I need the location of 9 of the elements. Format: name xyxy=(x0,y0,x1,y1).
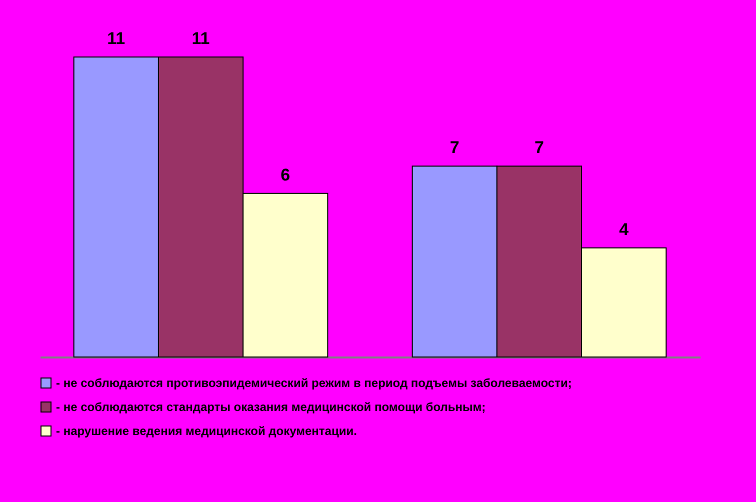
legend-label: - не соблюдаются противоэпидемический режим в период подъемы заболеваемости; xyxy=(56,376,572,390)
data-label: 11 xyxy=(107,29,126,48)
data-label: 4 xyxy=(619,220,630,239)
legend-label: - не соблюдаются стандарты оказания медицинской помощи больным; xyxy=(56,400,486,414)
data-label: 7 xyxy=(450,138,460,158)
legend-label: - нарушение ведения медицинской документации. xyxy=(56,424,357,438)
data-label: 7 xyxy=(534,138,544,158)
data-label: 6 xyxy=(280,165,290,184)
data-label: 11 xyxy=(192,29,210,48)
